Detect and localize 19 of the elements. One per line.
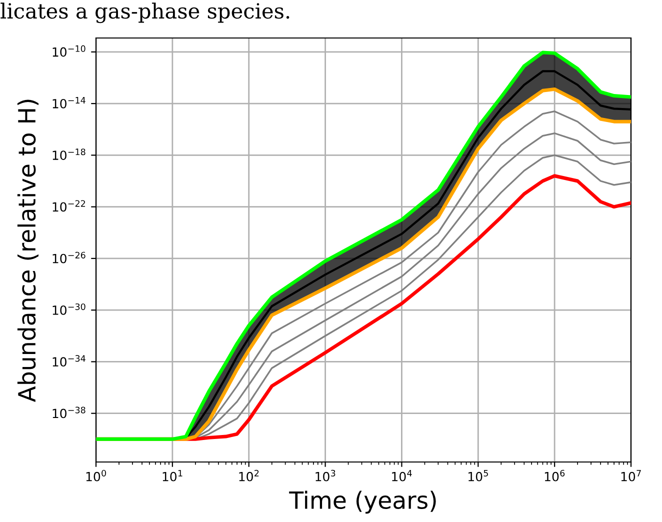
y-axis-title: Abundance (relative to H): [17, 100, 38, 402]
x-tick-label: 10$^{1}$: [162, 470, 182, 482]
y-tick-label: 10$^{−38}$: [52, 406, 86, 418]
x-tick-label: 10$^{4}$: [392, 470, 412, 482]
text: licates a gas-phase species.: [0, 2, 290, 24]
x-axis-title: Time (years): [289, 490, 436, 514]
x-tick-label: 10$^{5}$: [468, 470, 488, 482]
x-tick-label: 10$^{2}$: [239, 470, 259, 482]
y-tick-label: 10$^{−14}$: [52, 97, 86, 108]
y-tick-label: 10$^{−22}$: [52, 200, 86, 212]
x-tick-label: 10$^{7}$: [621, 470, 641, 482]
x-tick-label: 10$^{0}$: [86, 470, 106, 482]
y-tick-label: 10$^{−18}$: [52, 148, 86, 160]
y-tick-label: 10$^{−34}$: [52, 355, 86, 367]
y-tick-label: 10$^{−30}$: [52, 303, 86, 315]
x-tick-label: 10$^{6}$: [544, 470, 565, 482]
y-tick-label: 10$^{−10}$: [52, 45, 86, 57]
x-tick-label: 10$^{3}$: [316, 470, 336, 482]
y-tick-label: 10$^{−26}$: [52, 252, 86, 264]
